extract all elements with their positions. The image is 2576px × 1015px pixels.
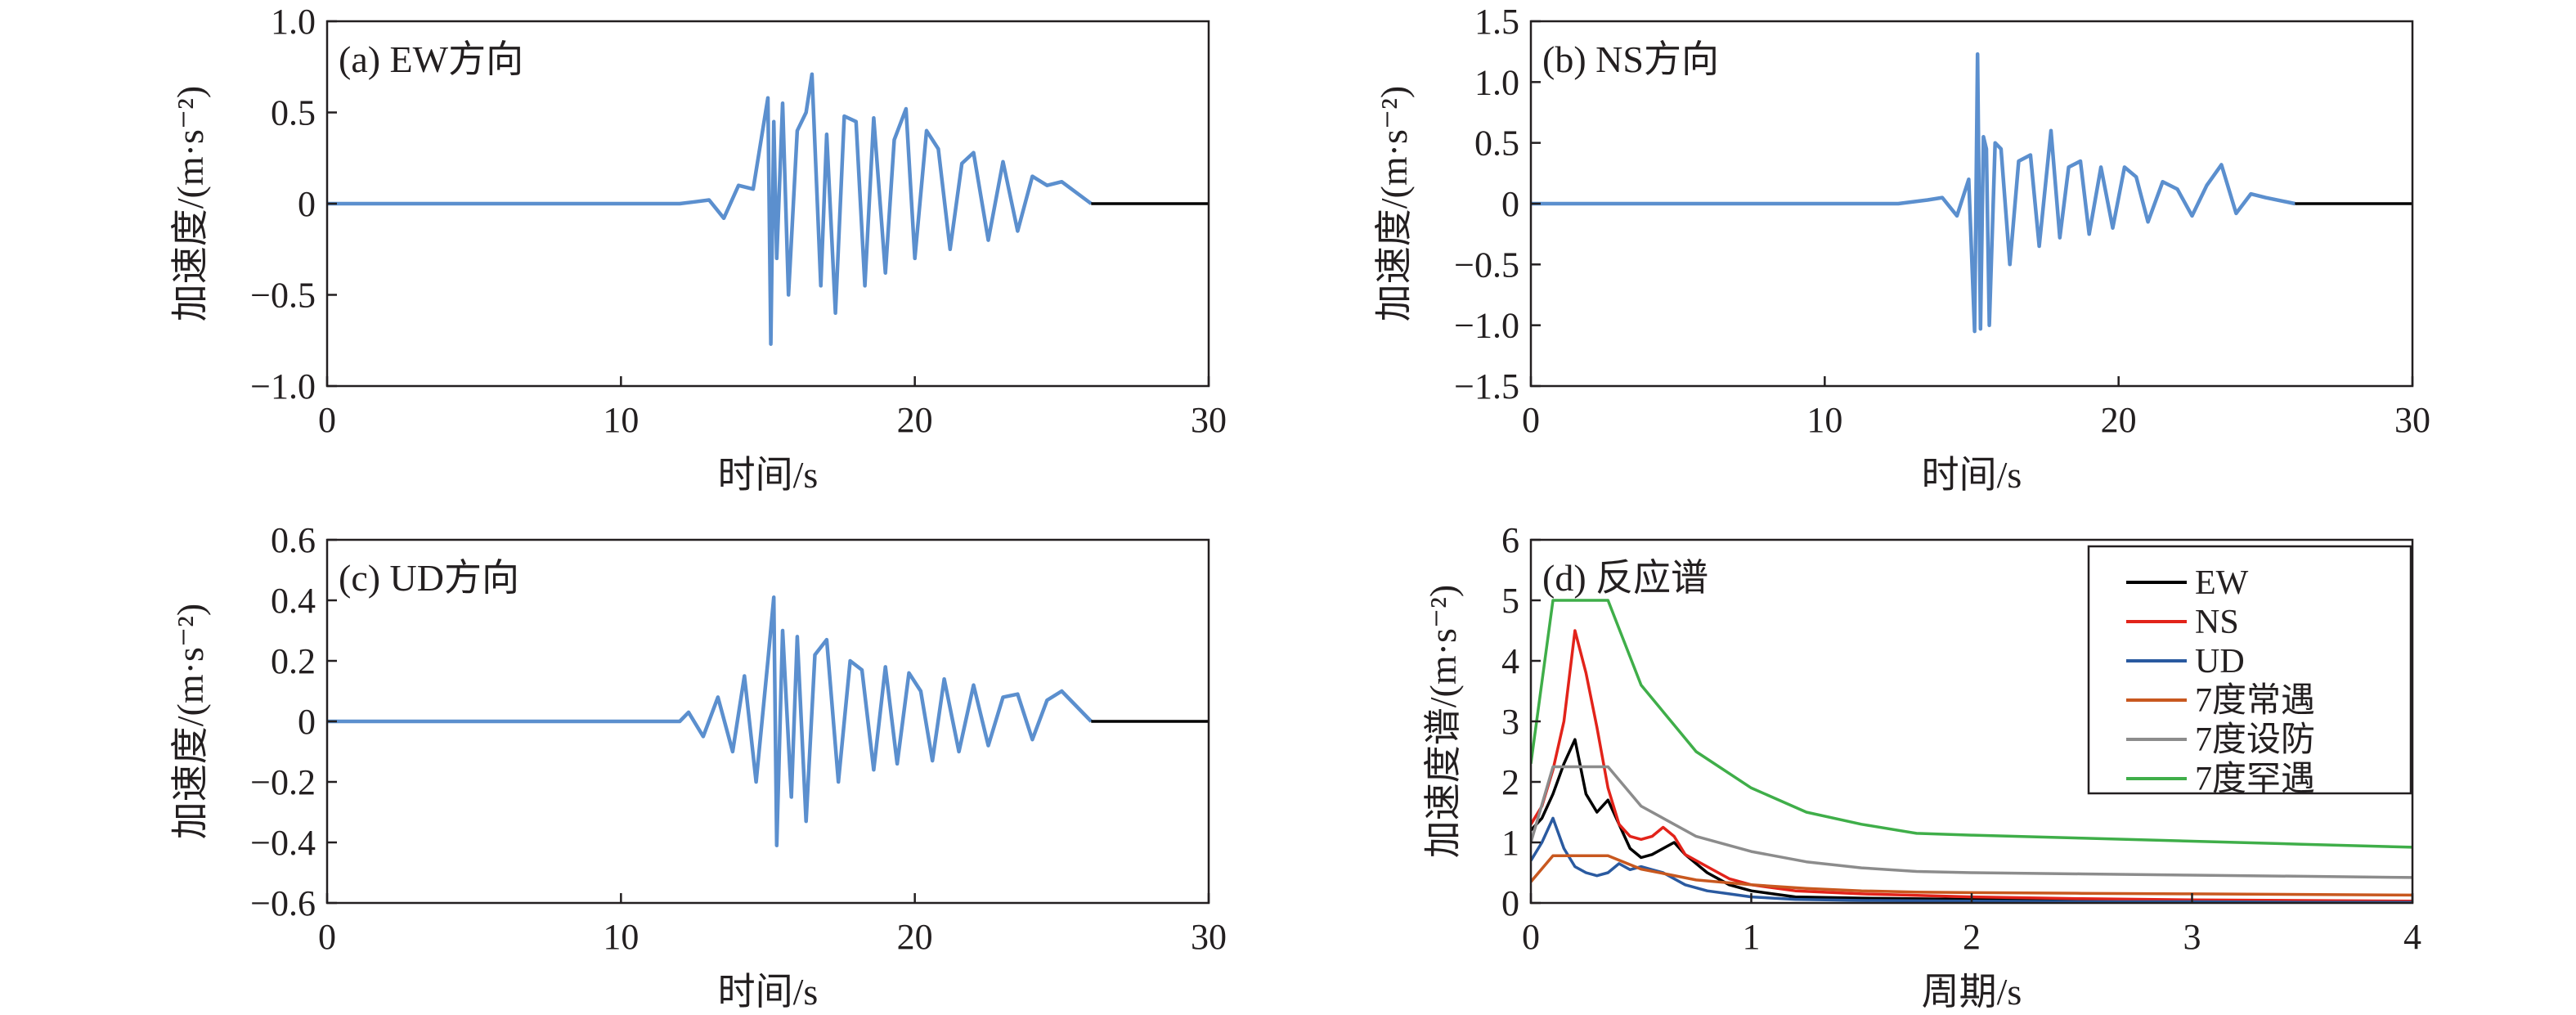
y-tick-label: −0.5	[1454, 245, 1519, 285]
x-axis-label: 时间/s	[718, 454, 819, 496]
x-tick-label: 0	[1522, 917, 1540, 957]
x-tick-label: 30	[2394, 400, 2430, 440]
x-tick-label: 2	[1963, 917, 1981, 957]
x-tick-label: 20	[897, 917, 933, 957]
y-tick-label: 0.5	[271, 93, 316, 133]
y-tick-label: 0	[298, 702, 316, 742]
y-tick-label: −1.5	[1454, 366, 1519, 406]
y-tick-label: 1	[1501, 823, 1519, 863]
x-tick-label: 0	[1522, 400, 1540, 440]
y-tick-label: 0	[298, 184, 316, 224]
series-line-c-0	[327, 595, 1093, 847]
y-axis-label: 加速度/(m·s⁻²)	[1373, 86, 1415, 322]
x-axis-label: 周期/s	[1922, 971, 2022, 1013]
x-tick-label: 30	[1191, 400, 1227, 440]
y-tick-label: 0.4	[271, 581, 316, 621]
y-tick-label: −1.0	[250, 366, 316, 406]
y-tick-label: −0.2	[250, 762, 316, 802]
x-tick-label: 0	[318, 400, 336, 440]
legend-label: EW	[2195, 564, 2249, 602]
x-tick-label: 0	[318, 917, 336, 957]
x-axis-label: 时间/s	[718, 971, 819, 1013]
y-tick-label: 0.2	[271, 641, 316, 681]
y-tick-label: 4	[1501, 641, 1519, 681]
y-tick-label: −1.0	[1454, 306, 1519, 346]
legend-box	[2087, 545, 2412, 795]
x-tick-label: 10	[603, 917, 639, 957]
series-line-b-0	[1531, 52, 2296, 334]
y-tick-label: −0.6	[250, 883, 316, 923]
series-line-a-0	[327, 72, 1093, 346]
y-tick-label: 1.0	[271, 2, 316, 42]
x-tick-label: 30	[1191, 917, 1227, 957]
series-line-d-4	[1531, 765, 2412, 879]
y-axis-label: 加速度/(m·s⁻²)	[169, 604, 211, 840]
panel-title: (c) UD方向	[339, 557, 519, 599]
chart-panel-a: 0 10 20 30 −1.0 −0.5 0 0.5 1.0 时间/s 加速度/(m·s⁻²) (a)…	[169, 2, 1227, 496]
y-tick-label: 5	[1501, 581, 1519, 621]
y-tick-label: 2	[1501, 762, 1519, 802]
x-tick-label: 4	[2403, 917, 2421, 957]
y-tick-label: 3	[1501, 702, 1519, 742]
x-tick-label: 3	[2183, 917, 2201, 957]
y-tick-label: −0.4	[250, 823, 316, 863]
legend-label: UD	[2195, 643, 2245, 680]
y-tick-label: 6	[1501, 520, 1519, 560]
legend-label: 7度设防	[2195, 721, 2315, 759]
legend-label: NS	[2195, 604, 2239, 641]
y-tick-label: −0.5	[250, 276, 316, 316]
y-tick-label: 0.6	[271, 520, 316, 560]
panel-title: (b) NS方向	[1542, 38, 1719, 80]
chart-panel-b: 0 10 20 30 −1.5 −1.0 −0.5 0 0.5 1.0 1.5 时间/s 加速度/(m·…	[1373, 2, 2430, 496]
x-tick-label: 20	[2101, 400, 2137, 440]
x-axis-label: 时间/s	[1922, 454, 2022, 496]
legend-label: 7度罕遇	[2195, 761, 2315, 798]
panel-title: (a) EW方向	[339, 38, 523, 80]
series-line-d-3	[1531, 854, 2412, 897]
y-axis-label: 加速度/(m·s⁻²)	[169, 86, 211, 322]
chart-panel-d: 0 1 2 3 4 0 1 2 3 4 5 6 周期/s 加速度谱/(m·s⁻²) (d) 反应谱 EWNSU…	[1422, 520, 2421, 1013]
x-tick-label: 1	[1743, 917, 1761, 957]
y-tick-label: 1.0	[1474, 62, 1519, 102]
x-tick-label: 10	[1806, 400, 1842, 440]
chart-panel-c: 0 10 20 30 −0.6 −0.4 −0.2 0 0.2 0.4 0.6 时间/s 加速度/(m·…	[169, 520, 1227, 1013]
legend-label: 7度常遇	[2195, 682, 2315, 720]
panel-title: (d) 反应谱	[1542, 557, 1708, 599]
y-tick-label: 1.5	[1474, 2, 1519, 42]
x-tick-label: 10	[603, 400, 639, 440]
series-line-d-5	[1531, 599, 2412, 849]
x-tick-label: 20	[897, 400, 933, 440]
y-tick-label: 0.5	[1474, 124, 1519, 164]
series-line-d-2	[1531, 816, 2412, 903]
y-tick-label: 0	[1501, 883, 1519, 923]
y-axis-label: 加速度谱/(m·s⁻²)	[1422, 585, 1464, 859]
y-tick-label: 0	[1501, 184, 1519, 224]
